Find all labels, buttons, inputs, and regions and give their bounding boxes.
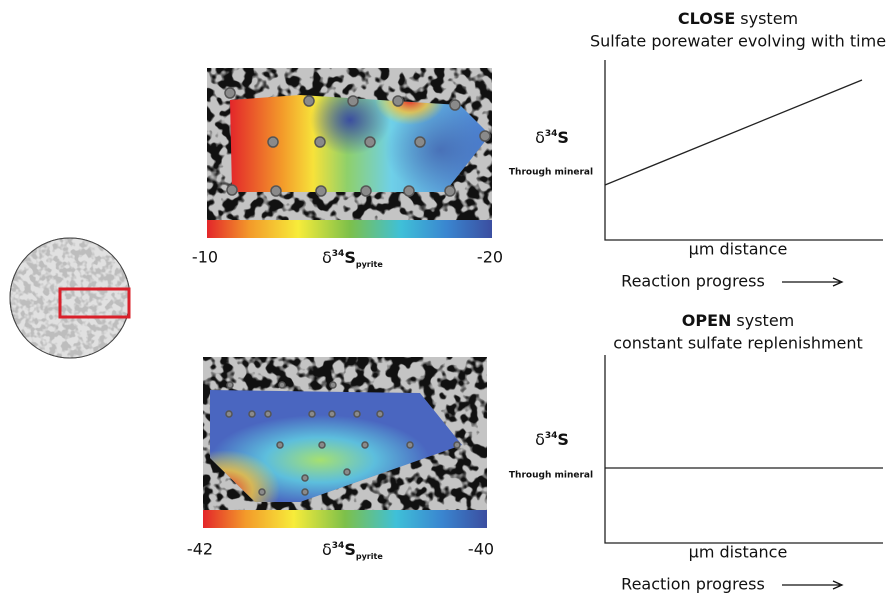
isotope-map-top: -10 -20 δ34Spyrite xyxy=(192,68,503,269)
arrow xyxy=(782,277,844,287)
model-title: OPEN system xyxy=(682,311,795,330)
axes xyxy=(604,60,883,241)
progress-label: Reaction progress xyxy=(621,272,765,291)
scale-label: δ34Spyrite xyxy=(322,248,383,269)
scale-label: δ34Spyrite xyxy=(322,540,383,561)
y-note: Through mineral xyxy=(509,471,593,481)
isotope-map-bottom: -42 -40 δ34Spyrite xyxy=(187,357,494,561)
y-label: δ34S xyxy=(535,128,569,147)
trend-line xyxy=(604,79,863,186)
arrow xyxy=(782,580,844,590)
model-title: CLOSE system xyxy=(678,9,798,28)
scale-min: -42 xyxy=(187,540,213,559)
color-scale xyxy=(207,220,492,238)
x-label: µm distance xyxy=(689,240,788,259)
model-subtitle: Sulfate porewater evolving with time xyxy=(590,32,886,51)
model-closed: CLOSE system Sulfate porewater evolving w… xyxy=(509,9,886,291)
model-subtitle: constant sulfate replenishment xyxy=(613,334,863,353)
progress-label: Reaction progress xyxy=(621,575,765,594)
scale-min: -10 xyxy=(192,248,218,267)
x-label: µm distance xyxy=(689,543,788,562)
model-open: OPEN system constant sulfate replenishmen… xyxy=(509,311,883,594)
y-label: δ34S xyxy=(535,430,569,449)
axes xyxy=(604,355,883,544)
sample-spots xyxy=(224,87,491,197)
scale-max: -40 xyxy=(468,540,494,559)
sample-sphere xyxy=(9,237,131,359)
color-scale xyxy=(203,510,487,528)
sample-spots xyxy=(225,381,461,496)
scale-max: -20 xyxy=(477,248,503,267)
y-note: Through mineral xyxy=(509,168,593,178)
